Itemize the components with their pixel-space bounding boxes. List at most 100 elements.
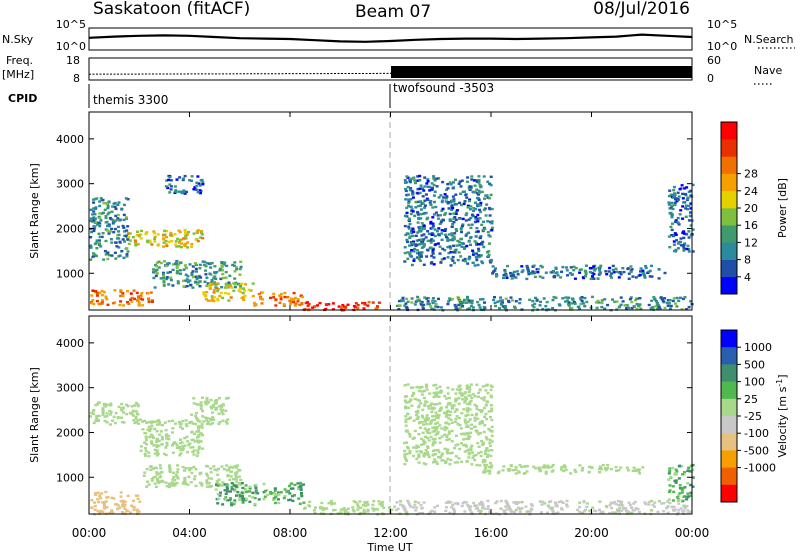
echo-cell <box>130 296 134 300</box>
colorbar-tick-label: 500 <box>744 358 765 371</box>
echo-cell <box>479 235 483 238</box>
echo-cell <box>482 175 486 178</box>
echo-cell <box>157 439 161 442</box>
echo-cell <box>197 433 201 437</box>
echo-cell <box>201 415 205 418</box>
echo-cell <box>96 223 100 226</box>
echo-cell <box>228 274 232 277</box>
echo-cell <box>420 443 423 446</box>
echo-cell <box>687 230 691 233</box>
echo-cell <box>224 283 228 287</box>
echo-cell <box>231 263 235 267</box>
echo-cell <box>460 179 464 182</box>
echo-cell <box>670 505 674 509</box>
echo-cell <box>504 499 508 503</box>
echo-cell <box>454 228 458 231</box>
echo-cell <box>184 266 188 270</box>
echo-cell <box>283 488 287 491</box>
echo-cell <box>525 510 529 513</box>
echo-cell <box>432 194 436 197</box>
echo-cell <box>161 438 164 441</box>
echo-cell <box>417 216 421 220</box>
echo-cell <box>445 195 449 199</box>
echo-cell <box>276 498 280 501</box>
echo-cell <box>130 300 134 303</box>
echo-cell <box>622 270 626 274</box>
echo-cell <box>488 461 492 465</box>
echo-cell <box>432 395 436 399</box>
echo-cell <box>445 435 449 439</box>
echo-cell <box>195 417 199 420</box>
echo-cell <box>159 277 163 280</box>
echo-cell <box>410 231 414 235</box>
echo-cell <box>414 244 418 247</box>
echo-cell <box>165 433 169 436</box>
echo-cell <box>134 410 138 413</box>
echo-cell <box>480 500 483 504</box>
echo-cell <box>454 178 457 181</box>
echo-cell <box>412 230 416 233</box>
echo-cell <box>474 414 478 417</box>
echo-cell <box>189 481 193 484</box>
echo-cell <box>126 290 129 293</box>
echo-cell <box>238 287 242 290</box>
echo-cell <box>122 411 125 414</box>
echo-cell <box>405 238 409 242</box>
echo-cell <box>446 386 450 389</box>
echo-cell <box>476 204 480 208</box>
echo-cell <box>210 407 214 410</box>
echo-cell <box>666 505 670 508</box>
echo-cell <box>629 296 633 299</box>
echo-cell <box>230 481 234 485</box>
echo-cell <box>298 303 302 306</box>
echo-cell <box>670 201 674 205</box>
echo-cell <box>684 192 687 196</box>
echo-cell <box>190 271 194 275</box>
echo-cell <box>474 201 477 204</box>
echo-cell <box>474 453 478 457</box>
echo-cell <box>129 292 133 295</box>
echo-cell <box>459 387 463 391</box>
echo-cell <box>241 501 245 504</box>
echo-cell <box>468 199 471 203</box>
echo-cell <box>346 511 350 514</box>
echo-cell <box>95 254 98 258</box>
echo-cell <box>224 497 228 501</box>
nsky-left-tick-bottom: 10^0 <box>56 40 86 53</box>
echo-cell <box>92 255 95 258</box>
echo-cell <box>619 296 623 299</box>
echo-cell <box>330 503 334 506</box>
echo-cell <box>186 450 189 454</box>
echo-cell <box>403 399 407 403</box>
echo-cell <box>418 191 422 195</box>
echo-cell <box>175 270 179 273</box>
echo-cell <box>302 483 305 486</box>
echo-cell <box>147 483 151 486</box>
echo-cell <box>217 497 221 500</box>
echo-cell <box>219 408 223 411</box>
echo-cell <box>465 408 469 412</box>
echo-cell <box>623 304 627 307</box>
echo-cell <box>213 402 217 405</box>
echo-cell <box>157 444 161 448</box>
echo-cell <box>145 485 149 488</box>
echo-cell <box>423 418 427 421</box>
echo-cell <box>153 475 157 479</box>
echo-cell <box>629 265 633 268</box>
echo-cell <box>691 183 695 187</box>
echo-cell <box>448 414 452 417</box>
date-label: 08/Jul/2016 <box>593 0 690 19</box>
echo-cell <box>440 238 444 241</box>
echo-cell <box>102 500 106 504</box>
echo-cell <box>223 489 227 492</box>
echo-cell <box>319 507 323 510</box>
echo-cell <box>112 302 115 305</box>
echo-cell <box>673 193 677 197</box>
echo-cell <box>466 308 469 311</box>
echo-cell <box>473 458 477 462</box>
echo-cell <box>581 466 585 470</box>
echo-cell <box>444 212 447 215</box>
echo-cell <box>452 217 456 220</box>
echo-cell <box>669 193 673 196</box>
echo-cell <box>199 405 203 408</box>
